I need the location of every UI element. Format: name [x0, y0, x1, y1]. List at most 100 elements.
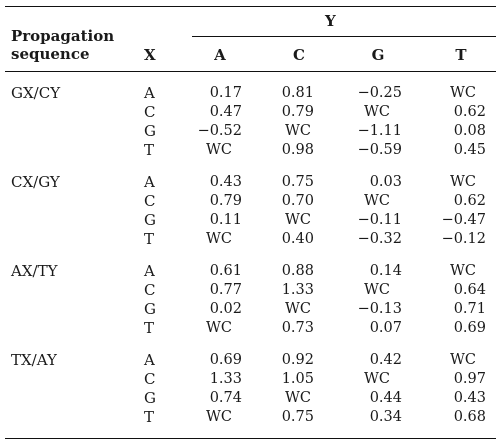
- table-cell: 1.05: [281, 371, 314, 387]
- row-x-base: A: [144, 351, 155, 369]
- table-row: G 0.11 WC −0.11 −0.47: [0, 211, 504, 230]
- table-cell: 0.79: [281, 104, 314, 120]
- table-row: T WC 0.98 −0.59 0.45: [0, 141, 504, 160]
- table-cell: −0.59: [357, 142, 402, 158]
- table-group: CX/GY A 0.43 0.75 0.03 WC C 0.79 0.70 WC 0.62 G 0.11…: [0, 173, 504, 253]
- table-cell: WC: [206, 231, 232, 247]
- table-cell: 0.14: [369, 263, 402, 279]
- table-cell: WC: [364, 104, 390, 120]
- table-cell: 0.42: [369, 352, 402, 368]
- table-cell: 0.97: [453, 371, 486, 387]
- table-row: T WC 0.73 0.07 0.69: [0, 319, 504, 338]
- table-cell: 0.07: [369, 320, 402, 336]
- table-cell: 0.68: [453, 409, 486, 425]
- table-cell: 0.73: [281, 320, 314, 336]
- table-row: G 0.74 WC 0.44 0.43: [0, 389, 504, 408]
- table-cell: 0.92: [281, 352, 314, 368]
- table-cell: 0.98: [281, 142, 314, 158]
- row-x-base: C: [144, 103, 156, 121]
- table-row: T WC 0.75 0.34 0.68: [0, 408, 504, 427]
- row-x-base: G: [144, 211, 156, 229]
- table-cell: 0.77: [209, 282, 242, 298]
- table-cell: −0.52: [197, 123, 242, 139]
- table-cell: 0.81: [281, 85, 314, 101]
- table-cell: −0.12: [441, 231, 486, 247]
- table-cell: −0.13: [357, 301, 402, 317]
- table-cell: −0.25: [357, 85, 402, 101]
- table-cell: 0.70: [281, 193, 314, 209]
- table-cell: −1.11: [357, 123, 402, 139]
- table-row: A 0.17 0.81 −0.25 WC: [0, 84, 504, 103]
- row-x-base: C: [144, 192, 156, 210]
- seq-header-line2: sequence: [11, 45, 90, 63]
- table-cell: 0.88: [281, 263, 314, 279]
- row-x-base: G: [144, 300, 156, 318]
- table-cell: −0.32: [357, 231, 402, 247]
- table-group: TX/AY A 0.69 0.92 0.42 WC C 1.33 1.05 WC 0.97 G 0.74…: [0, 351, 504, 431]
- table-cell: WC: [206, 142, 232, 158]
- table-cell: WC: [364, 371, 390, 387]
- table-cell: WC: [450, 263, 476, 279]
- table-cell: −0.11: [357, 212, 402, 228]
- table-row: C 1.33 1.05 WC 0.97: [0, 370, 504, 389]
- col-header-t: T: [455, 46, 467, 64]
- table-bottom-rule: [5, 438, 496, 439]
- table-cell: 0.40: [281, 231, 314, 247]
- table-row: C 0.77 1.33 WC 0.64: [0, 281, 504, 300]
- table-cell: 0.45: [453, 142, 486, 158]
- table-cell: −0.47: [441, 212, 486, 228]
- seq-header-line1: Propagation: [11, 27, 115, 45]
- table-cell: 0.62: [453, 104, 486, 120]
- row-x-base: G: [144, 122, 156, 140]
- table-row: A 0.43 0.75 0.03 WC: [0, 173, 504, 192]
- table-group: GX/CY A 0.17 0.81 −0.25 WC C 0.47 0.79 WC 0.62 G −0.…: [0, 84, 504, 164]
- table-cell: 0.79: [209, 193, 242, 209]
- group-label: AX/TY: [11, 262, 58, 280]
- table-cell: WC: [364, 193, 390, 209]
- group-label: GX/CY: [11, 84, 61, 102]
- row-x-base: A: [144, 173, 155, 191]
- table-cell: 0.64: [453, 282, 486, 298]
- x-header: X: [144, 46, 156, 64]
- table-row: A 0.61 0.88 0.14 WC: [0, 262, 504, 281]
- table-cell: 0.75: [281, 174, 314, 190]
- row-x-base: T: [144, 230, 155, 248]
- table-row: A 0.69 0.92 0.42 WC: [0, 351, 504, 370]
- col-header-a: A: [214, 46, 226, 64]
- row-x-base: T: [144, 141, 155, 159]
- table-cell: 0.34: [369, 409, 402, 425]
- table-row: T WC 0.40 −0.32 −0.12: [0, 230, 504, 249]
- col-header-c: C: [293, 46, 305, 64]
- table-cell: 0.69: [209, 352, 242, 368]
- table-cell: 0.11: [209, 212, 242, 228]
- table-cell: WC: [206, 320, 232, 336]
- row-x-base: A: [144, 262, 155, 280]
- table-cell: WC: [450, 85, 476, 101]
- table-cell: 1.33: [281, 282, 314, 298]
- row-x-base: A: [144, 84, 155, 102]
- row-x-base: G: [144, 389, 156, 407]
- table-row: G 0.02 WC −0.13 0.71: [0, 300, 504, 319]
- table-cell: 0.43: [209, 174, 242, 190]
- table-row: C 0.79 0.70 WC 0.62: [0, 192, 504, 211]
- table-cell: 0.44: [369, 390, 402, 406]
- header-bottom-rule: [5, 71, 496, 72]
- table-cell: 0.43: [453, 390, 486, 406]
- table-row: G −0.52 WC −1.11 0.08: [0, 122, 504, 141]
- table-cell: 0.62: [453, 193, 486, 209]
- table-cell: WC: [285, 301, 311, 317]
- table-cell: WC: [364, 282, 390, 298]
- row-x-base: C: [144, 370, 156, 388]
- table-top-rule: [5, 6, 496, 7]
- table-cell: 0.17: [209, 85, 242, 101]
- table-cell: WC: [285, 390, 311, 406]
- table-cell: 0.08: [453, 123, 486, 139]
- table-group: AX/TY A 0.61 0.88 0.14 WC C 0.77 1.33 WC 0.64 G 0.02…: [0, 262, 504, 342]
- table-cell: WC: [450, 174, 476, 190]
- table-cell: WC: [450, 352, 476, 368]
- y-header: Y: [325, 12, 336, 30]
- row-x-base: T: [144, 319, 155, 337]
- table-cell: 0.69: [453, 320, 486, 336]
- table-cell: 0.61: [209, 263, 242, 279]
- table-cell: 0.03: [369, 174, 402, 190]
